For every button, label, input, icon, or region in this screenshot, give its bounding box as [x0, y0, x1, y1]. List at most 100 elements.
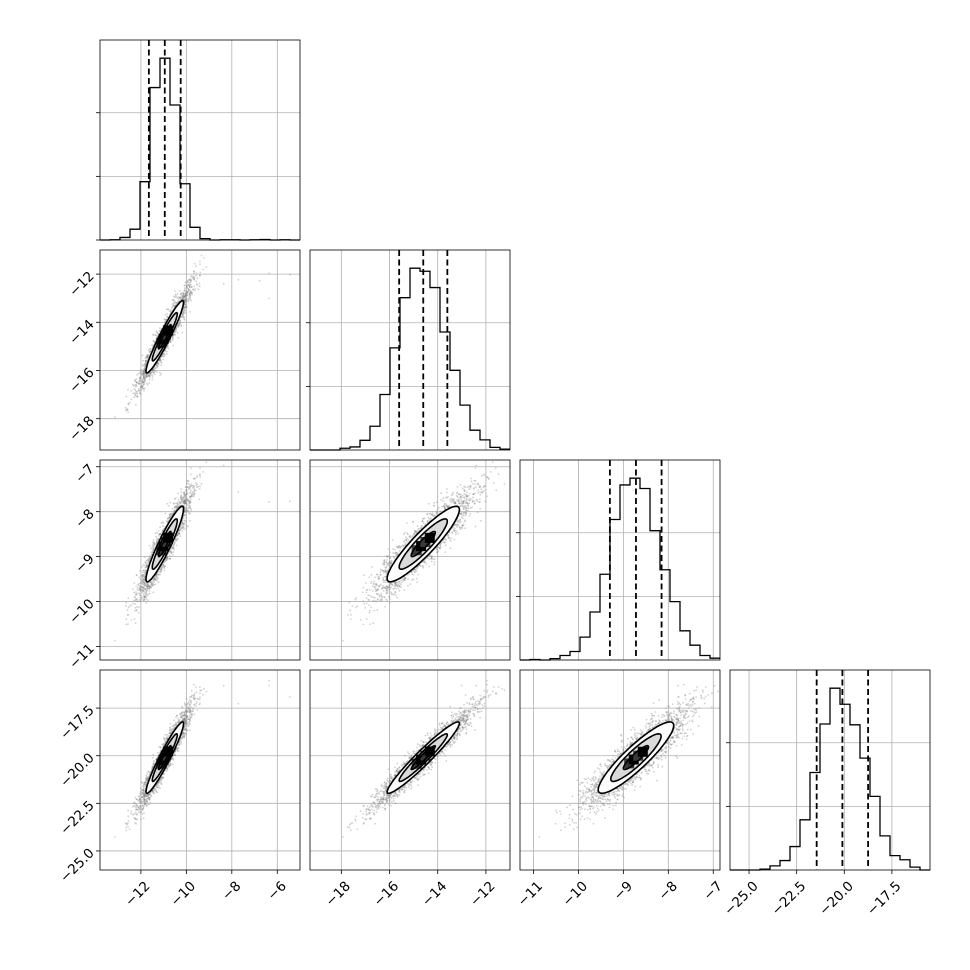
sample-point [142, 587, 145, 589]
sample-point [162, 522, 164, 524]
sample-point [152, 369, 155, 372]
sample-point [134, 393, 137, 396]
sample-point [137, 592, 140, 595]
sample-point [127, 606, 130, 609]
sample-point [173, 330, 176, 333]
sample-point [184, 300, 187, 302]
sample-point [183, 295, 186, 298]
sample-point [132, 383, 134, 386]
sample-point [145, 356, 148, 358]
sample-point [135, 381, 138, 384]
sample-point [180, 488, 183, 490]
sample-point [186, 293, 189, 295]
sample-point [181, 295, 184, 298]
sample-point [186, 291, 188, 294]
hist-frame [309, 249, 511, 451]
sample-point [139, 598, 142, 601]
sample-point [156, 537, 159, 540]
sample-point [189, 296, 191, 299]
sample-point [189, 491, 192, 494]
sample-point [196, 277, 199, 280]
sample-point [135, 609, 138, 612]
sample-point [185, 499, 187, 501]
sample-point [125, 623, 128, 626]
sample-point [148, 351, 151, 353]
sample-point [158, 327, 161, 329]
sample-point [149, 556, 152, 559]
contour-line-1 [157, 323, 172, 350]
sample-point [173, 498, 176, 500]
sample-point [176, 292, 179, 295]
sample-point [182, 311, 185, 314]
sample-point [155, 579, 158, 582]
sample-point [190, 496, 193, 498]
sample-point [191, 285, 193, 288]
sample-point [141, 363, 144, 366]
sample-point [154, 367, 157, 370]
sample-point [185, 298, 188, 301]
sample-point [124, 605, 127, 607]
sample-point [162, 563, 165, 566]
sample-point [184, 496, 187, 499]
sample-point [139, 391, 141, 394]
sample-point [195, 283, 198, 285]
sample-point [182, 314, 184, 317]
sample-point [134, 609, 137, 612]
sample-point [176, 534, 179, 537]
sample-point [158, 329, 161, 332]
sample-point [151, 344, 153, 347]
sample-point [163, 318, 166, 321]
sample-point [139, 377, 142, 380]
sample-point [183, 493, 186, 496]
sample-point [148, 585, 150, 588]
sample-point [143, 598, 146, 601]
sample-point [163, 561, 166, 563]
sample-point [138, 589, 140, 591]
sample-point [136, 395, 138, 397]
sample-point [180, 498, 183, 501]
sample-point [182, 501, 185, 504]
sample-point [140, 579, 143, 582]
sample-point [237, 278, 240, 281]
sample-point [135, 598, 137, 601]
sample-point [134, 379, 137, 381]
sample-point [148, 587, 151, 589]
sample-point [151, 378, 154, 381]
sample-point [127, 614, 130, 616]
sample-point [184, 513, 187, 516]
sample-point [144, 584, 147, 586]
sample-point [176, 537, 179, 540]
sample-point [179, 321, 181, 324]
sample-point [136, 390, 139, 393]
sample-point [141, 586, 143, 589]
sample-point [170, 551, 173, 554]
sample-point [141, 387, 143, 389]
sample-point [175, 329, 177, 332]
sample-point [144, 364, 146, 366]
sample-point [184, 296, 187, 298]
sample-point [173, 510, 176, 512]
sample-point [177, 530, 180, 532]
sample-point [166, 520, 169, 523]
sample-point [152, 333, 155, 336]
sample-point [184, 502, 187, 505]
sample-point [134, 389, 137, 392]
sample-point [183, 499, 186, 502]
sample-point [142, 599, 145, 602]
sample-point [156, 572, 159, 574]
sample-point [187, 288, 190, 291]
sample-point [156, 363, 158, 366]
sample-point [168, 558, 171, 560]
sample-point [179, 290, 181, 292]
sample-point [145, 361, 148, 364]
sample-point [184, 304, 187, 307]
sample-point [141, 598, 143, 600]
sample-point [193, 289, 196, 292]
sample-point [175, 502, 177, 505]
sample-point [145, 590, 148, 593]
sample-point [180, 298, 182, 301]
sample-point [139, 570, 142, 572]
sample-point [132, 588, 134, 590]
sample-point [168, 550, 171, 553]
sample-point [147, 560, 150, 563]
